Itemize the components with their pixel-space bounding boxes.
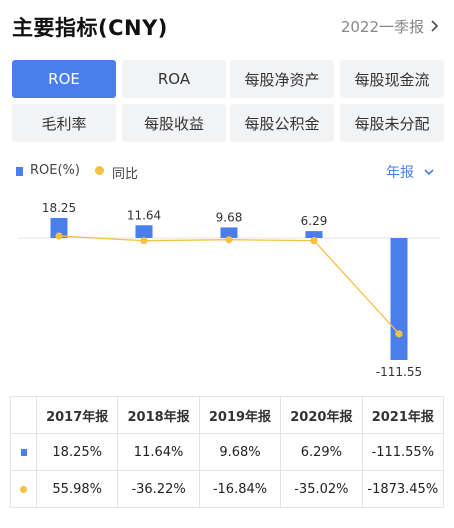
tab-cash-flow-per-share[interactable]: 每股现金流 xyxy=(340,60,444,98)
data-table: 2017年报 2018年报 2019年报 2020年报 2021年报 18.25… xyxy=(10,396,445,508)
table-cell: 11.64% xyxy=(117,433,200,471)
report-type-dropdown[interactable]: 年报 xyxy=(386,165,414,181)
tab-gross-margin[interactable]: 毛利率 xyxy=(12,104,116,142)
table-header: 2019年报 xyxy=(198,396,282,434)
table-header: 2021年报 xyxy=(361,396,445,434)
table-header-row: 2017年报 2018年报 2019年报 2020年报 2021年报 xyxy=(10,396,445,434)
yoy-legend-marker xyxy=(95,166,104,175)
table-row-yoy: 55.98% -36.22% -16.84% -35.02% -1873.45% xyxy=(10,470,445,508)
table-cell: -1873.45% xyxy=(361,470,445,508)
tab-roa[interactable]: ROA xyxy=(122,60,226,98)
roe-bar xyxy=(220,227,238,238)
yoy-point xyxy=(395,330,403,338)
roe-bar xyxy=(50,218,68,238)
table-cell: 18.25% xyxy=(35,433,119,471)
yoy-legend-label: 同比 xyxy=(112,167,139,182)
table-cell: -16.84% xyxy=(198,470,282,508)
section-title: 主要指标(CNY) xyxy=(12,16,168,40)
yoy-point xyxy=(225,236,233,244)
bar-value-label: 18.25 xyxy=(42,201,76,215)
tab-roe[interactable]: ROE xyxy=(12,60,116,98)
roe-legend-label: ROE(%) xyxy=(30,163,80,178)
table-header: 2017年报 xyxy=(35,396,119,434)
tab-reserve-per-share[interactable]: 每股公积金 xyxy=(230,104,334,142)
chevron-down-icon[interactable] xyxy=(422,165,436,179)
tab-net-assets-per-share[interactable]: 每股净资产 xyxy=(230,60,334,98)
square-icon xyxy=(20,448,27,456)
roe-bar xyxy=(135,225,153,238)
report-period[interactable]: 2022一季报 xyxy=(340,18,424,36)
table-cell: 9.68% xyxy=(198,433,282,471)
dot-icon xyxy=(20,485,27,493)
chevron-right-icon[interactable] xyxy=(428,16,442,36)
yoy-row-marker xyxy=(10,470,37,508)
table-header: 2018年报 xyxy=(117,396,200,434)
table-cell: 55.98% xyxy=(35,470,119,508)
chart-legend: ROE(%) 同比 年报 xyxy=(14,161,444,182)
table-row-roe: 18.25% 11.64% 9.68% 6.29% -111.55% xyxy=(10,433,445,471)
table-cell: -111.55% xyxy=(361,433,445,471)
roe-bar xyxy=(305,231,323,238)
yoy-point xyxy=(310,237,318,245)
bar-value-label: -111.55 xyxy=(376,365,422,379)
table-corner xyxy=(10,396,37,434)
tab-eps[interactable]: 每股收益 xyxy=(122,104,226,142)
table-cell: 6.29% xyxy=(280,433,363,471)
tab-undistributed-per-share[interactable]: 每股未分配 xyxy=(340,104,444,142)
roe-legend-marker xyxy=(16,167,23,176)
table-header: 2020年报 xyxy=(280,396,363,434)
roe-chart: 18.25 11.64 9.68 6.29 -111.55 xyxy=(18,201,440,379)
yoy-point xyxy=(55,232,63,240)
yoy-line xyxy=(58,235,400,335)
section-header[interactable]: 主要指标(CNY) 2022一季报 xyxy=(12,10,444,42)
table-cell: -36.22% xyxy=(117,470,200,508)
roe-bar xyxy=(390,238,408,360)
bar-value-label: 9.68 xyxy=(216,210,243,224)
roe-row-marker xyxy=(10,433,37,471)
bar-value-label: 6.29 xyxy=(301,214,328,228)
yoy-point xyxy=(140,237,148,245)
table-cell: -35.02% xyxy=(280,470,363,508)
bar-value-label: 11.64 xyxy=(127,208,161,222)
